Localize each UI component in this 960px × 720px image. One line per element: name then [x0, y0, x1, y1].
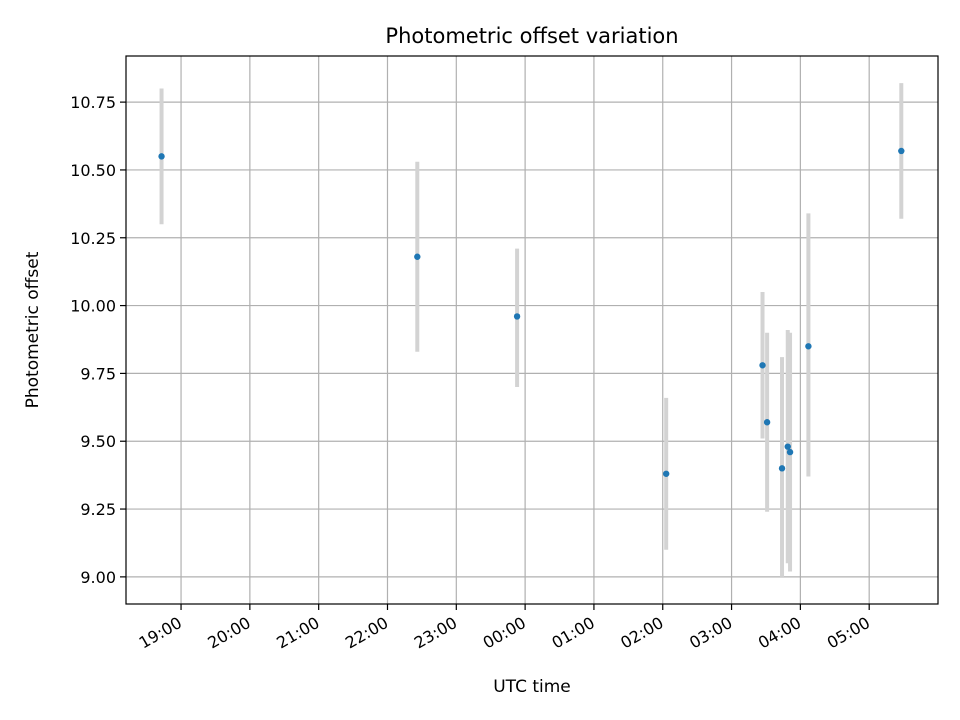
x-tick-label: 20:00	[204, 613, 253, 653]
data-point	[778, 465, 786, 472]
data-point	[786, 448, 794, 456]
data-point	[158, 153, 165, 160]
data-point	[763, 419, 771, 426]
y-tick-label: 10.75	[70, 93, 116, 112]
chart-title: Photometric offset variation	[385, 24, 678, 48]
x-tick-label: 04:00	[755, 613, 804, 653]
y-tick-label: 10.00	[70, 297, 116, 316]
x-axis-title: UTC time	[493, 677, 571, 697]
x-tick-label: 02:00	[617, 613, 666, 653]
x-tick-label: 21:00	[273, 613, 322, 653]
error-bars	[159, 83, 904, 577]
x-tick-label: 19:00	[136, 613, 185, 653]
data-point	[759, 362, 766, 369]
y-tick-label: 9.00	[80, 568, 116, 587]
data-point	[898, 147, 905, 155]
y-tick-label: 9.50	[80, 432, 116, 451]
x-tick-label: 00:00	[480, 613, 529, 653]
data-point	[414, 253, 421, 260]
x-tick-label: 01:00	[549, 613, 598, 653]
data-point	[784, 443, 791, 450]
y-tick-label: 10.25	[70, 229, 116, 248]
x-axis: 19:00 20:00 21:00 22:00 23:00 00:00 01:00 02:00…	[136, 604, 873, 653]
x-tick-label: 05:00	[824, 613, 873, 653]
data-point	[805, 343, 812, 350]
x-tick-label: 23:00	[411, 613, 460, 653]
y-axis: 9.00 9.25 9.50 9.75 10.00 10.25 10.50 10.75	[70, 93, 126, 587]
y-axis-title: Photometric offset	[23, 251, 43, 408]
x-tick-label: 03:00	[686, 613, 735, 653]
y-tick-label: 9.75	[80, 364, 116, 383]
data-point	[513, 313, 521, 320]
y-tick-label: 9.25	[80, 500, 116, 519]
data-point	[662, 470, 670, 477]
grid	[126, 56, 938, 604]
plot-frame	[125, 55, 939, 605]
x-tick-label: 22:00	[342, 613, 391, 653]
y-tick-label: 10.50	[70, 161, 116, 180]
data-points	[158, 147, 905, 477]
